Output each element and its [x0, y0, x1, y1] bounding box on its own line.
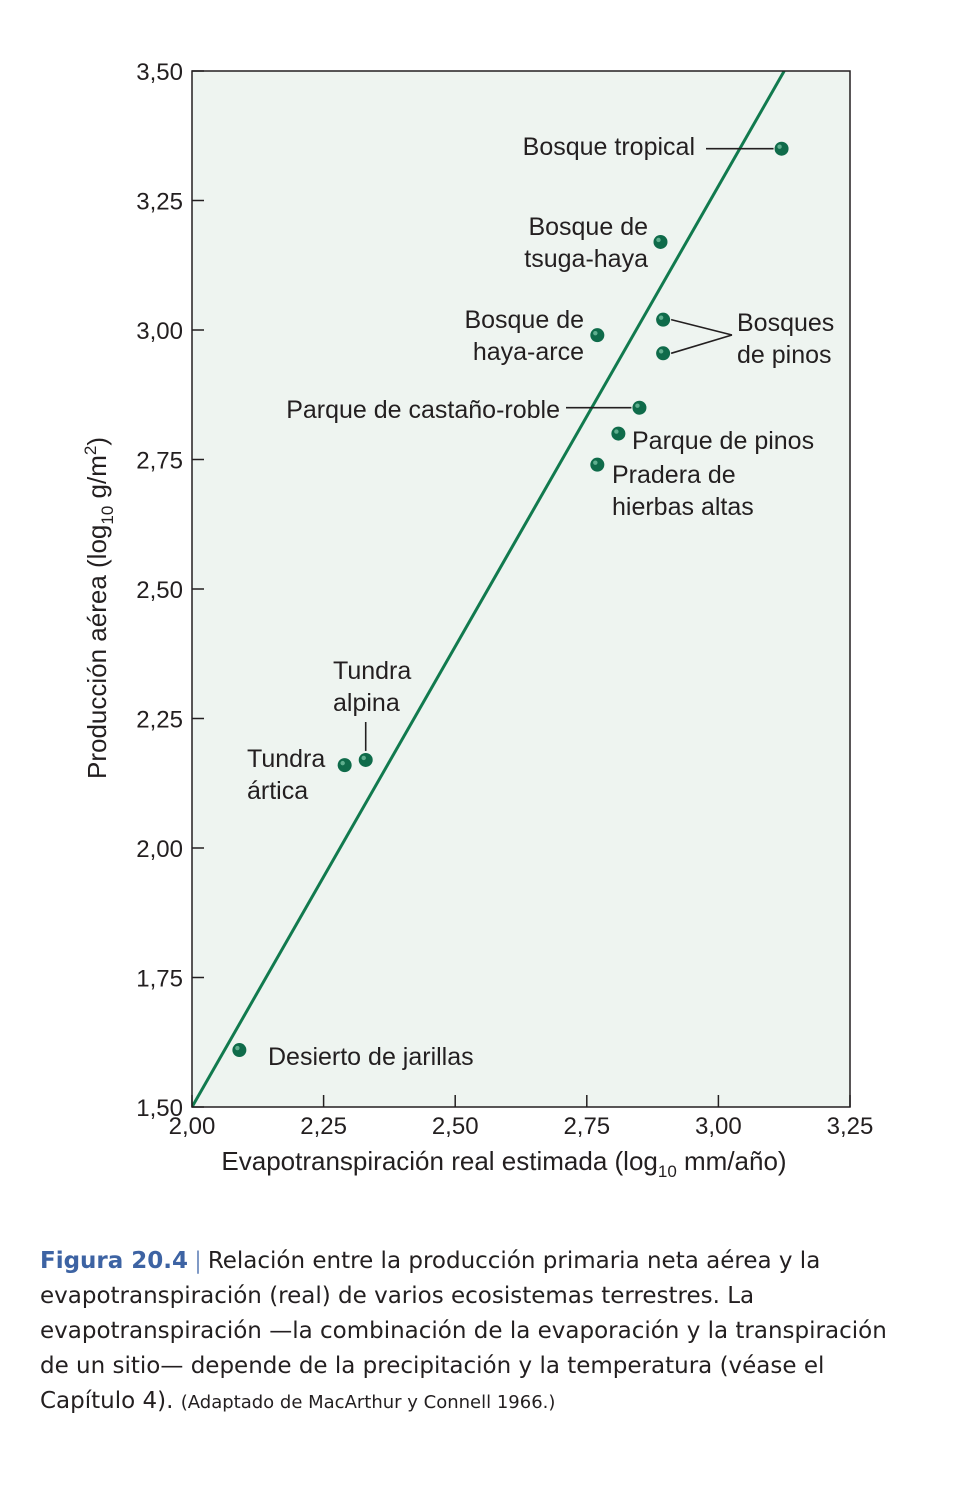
y-tick-label: 1,50	[136, 1095, 183, 1122]
caption-text: Relación entre la producción primaria ne…	[40, 1248, 887, 1414]
leader-line	[670, 318, 733, 336]
data-point-highlight	[656, 237, 661, 243]
data-point-highlight	[777, 144, 782, 149]
data-point	[656, 312, 671, 327]
point-annotation: Parque de castaño-roble	[286, 396, 560, 424]
x-tick-label: 2,50	[432, 1113, 479, 1140]
figure-caption: Figura 20.4 | Relación entre la producción…	[40, 1244, 920, 1420]
point-annotation: Bosque tropical	[523, 133, 695, 161]
plot-area	[192, 71, 850, 1107]
data-point-highlight	[361, 755, 366, 761]
y-tick-label: 1,75	[136, 966, 183, 993]
data-point	[590, 457, 605, 472]
y-tick-label: 2,25	[136, 707, 183, 734]
data-point	[656, 346, 671, 361]
x-tick-label: 2,25	[300, 1113, 347, 1140]
data-point	[337, 758, 352, 773]
data-point	[632, 400, 647, 415]
data-point	[358, 752, 373, 767]
data-point-highlight	[658, 349, 664, 354]
data-point-highlight	[340, 760, 345, 766]
data-point	[611, 426, 626, 441]
x-axis-label: Evapotranspiración real estimada (log10 …	[221, 1146, 786, 1181]
point-annotation: Bosque de haya-arce	[464, 306, 584, 366]
y-tick-label: 3,25	[136, 189, 183, 216]
x-tick-label: 3,25	[827, 1113, 874, 1140]
leader-line	[670, 334, 733, 355]
caption-separator: |	[194, 1248, 202, 1274]
caption-source: (Adaptado de MacArthur y Connell 1966.)	[180, 1392, 556, 1413]
data-point	[774, 141, 789, 156]
figure-number: Figura 20.4	[40, 1248, 189, 1274]
x-tick-label: 3,00	[695, 1113, 742, 1140]
point-annotation: Pradera de hierbas altas	[612, 461, 754, 521]
y-tick-label: 3,00	[136, 318, 183, 345]
point-annotation: Desierto de jarillas	[268, 1043, 474, 1071]
data-point-highlight	[658, 315, 664, 320]
y-tick-label: 2,00	[136, 836, 183, 863]
y-tick-label: 3,50	[136, 59, 183, 86]
point-annotation: Tundra ártica	[247, 745, 325, 805]
scatter-chart: Bosque tropical Bosque de tsuga-haya Bosque…	[81, 59, 874, 1181]
data-point-highlight	[593, 460, 598, 465]
x-tick-label: 2,00	[169, 1113, 216, 1140]
y-axis-label: Producción aérea (log10 g/m2)	[81, 437, 117, 779]
data-point	[590, 328, 605, 343]
data-point-highlight	[593, 330, 598, 336]
data-point	[653, 234, 668, 249]
point-annotation: Bosque de tsuga-haya	[524, 213, 648, 273]
data-point-highlight	[614, 429, 619, 434]
data-point-highlight	[635, 403, 640, 408]
data-point	[232, 1043, 247, 1058]
y-tick-label: 2,75	[136, 448, 183, 475]
point-annotation: Parque de pinos	[632, 427, 814, 455]
point-annotation: Bosques de pinos	[737, 309, 834, 369]
y-tick-label: 2,50	[136, 577, 183, 604]
x-tick-label: 2,75	[563, 1113, 610, 1140]
point-annotation: Tundra alpina	[333, 657, 411, 717]
data-point-highlight	[235, 1045, 240, 1051]
regression-line	[192, 71, 786, 1107]
